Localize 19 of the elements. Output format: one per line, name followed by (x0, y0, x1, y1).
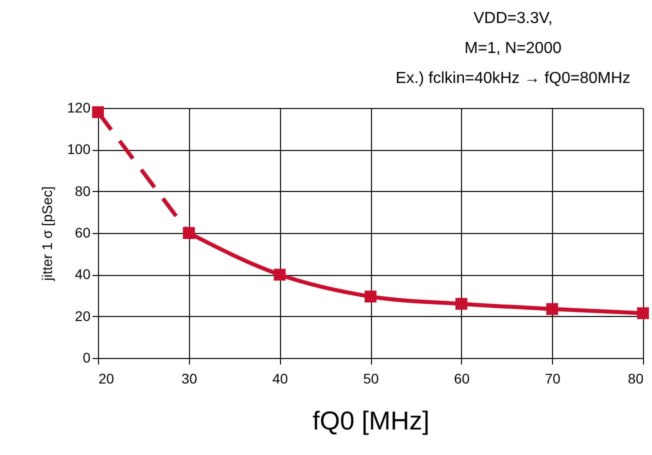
y-tick-label: 0 (82, 350, 91, 366)
x-axis-title: fQ0 [MHz] (312, 406, 430, 436)
text: VDD=3.3V, (473, 10, 553, 27)
x-tick-label: 30 (182, 370, 198, 386)
y-tick-label: 80 (74, 182, 91, 199)
text: M=1, N=2000 (464, 40, 562, 57)
y-tick-label: 120 (67, 100, 91, 116)
x-tick-label: 50 (363, 370, 379, 386)
y-tick-label: 40 (74, 266, 91, 282)
text: Ex.) fclkin=40kHz → fQ0=80MHz (396, 70, 630, 87)
y-tick-label: 60 (74, 224, 91, 240)
y-axis-title: jitter 1 σ [pSec] (39, 186, 56, 282)
y-tick-label: 20 (74, 308, 91, 324)
x-tick-label: 70 (544, 370, 561, 386)
x-tick-label: 60 (454, 370, 470, 386)
x-tick-label: 40 (272, 370, 288, 386)
x-tick-label: 80 (628, 370, 644, 386)
y-tick-label: 100 (67, 141, 91, 158)
x-tick-label: 20 (98, 370, 114, 386)
